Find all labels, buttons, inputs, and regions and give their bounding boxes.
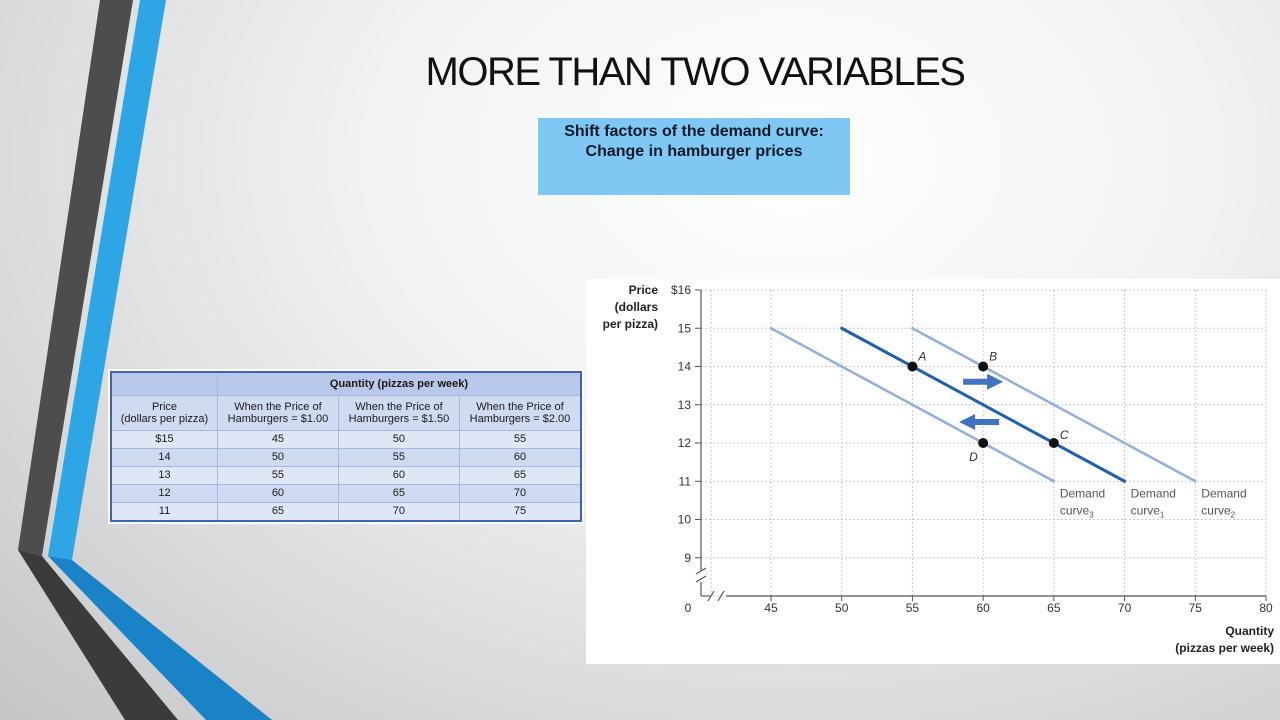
table-cell: 50 — [337, 430, 460, 449]
table-cell: 70 — [458, 483, 582, 503]
table-cell: 55 — [337, 447, 460, 467]
table-cell: 55 — [458, 430, 582, 449]
caption-box: Shift factors of the demand curve: Chang… — [538, 118, 850, 195]
demand-curve3-label-sub: curve3 — [1060, 503, 1094, 519]
column-header: When the Price of Hamburgers = $1.00 — [216, 395, 339, 431]
table-row: 14 50 55 60 — [110, 447, 582, 467]
demand-chart-panel: $16 15 14 13 12 11 10 9 0 45 50 55 60 65 70 75 80 Price (d… — [586, 279, 1280, 664]
table-row: $15 45 50 55 — [110, 430, 582, 449]
table-cell: 50 — [216, 447, 339, 467]
column-header: When the Price of Hamburgers = $1.50 — [337, 395, 460, 431]
y-axis-break — [695, 567, 707, 583]
x-tick-label: 55 — [906, 601, 920, 615]
demand-curve2-label: Demand — [1201, 486, 1246, 500]
x-tick-label: 45 — [764, 601, 778, 615]
point-b — [978, 361, 989, 372]
table-cell: 65 — [337, 483, 460, 503]
x-tick-label: 80 — [1259, 601, 1273, 615]
y-axis-title: (dollars — [615, 300, 659, 314]
y-tick-label: 12 — [678, 436, 692, 450]
table-row: 13 55 60 65 — [110, 465, 582, 485]
table-cell: 70 — [337, 501, 460, 522]
table-cell: 65 — [458, 465, 582, 485]
y-axis-title: Price — [629, 283, 659, 297]
shift-arrow-right — [963, 373, 1004, 390]
slide-title: MORE THAN TWO VARIABLES — [425, 50, 966, 94]
blue-wedge — [48, 556, 272, 720]
table-row: 12 60 65 70 — [110, 483, 582, 503]
x-tick-label: 70 — [1118, 601, 1132, 615]
x-axis-title: (pizzas per week) — [1175, 641, 1274, 655]
demand-curve1-line — [840, 326, 1127, 483]
table-cell: 60 — [337, 465, 460, 485]
table-cell: $15 — [110, 430, 218, 449]
x-tick-label: 0 — [685, 601, 692, 615]
dark-wedge — [18, 550, 178, 720]
table-cell: 45 — [216, 430, 339, 449]
table-cell: 14 — [110, 447, 218, 467]
table-cell: 12 — [110, 483, 218, 503]
blue-stripe — [48, 0, 166, 560]
point-a-label: A — [917, 350, 926, 364]
table-group-header: Quantity (pizzas per week) — [216, 371, 582, 396]
point-d-label: D — [969, 450, 978, 464]
y-tick-label: 15 — [678, 321, 692, 335]
table-cell: 60 — [216, 483, 339, 503]
demand-curve3-label: Demand — [1060, 486, 1105, 500]
shift-arrow-left — [959, 413, 1000, 430]
quantity-table-panel: Quantity (pizzas per week) Price (dollars… — [108, 369, 584, 524]
point-c-label: C — [1060, 428, 1069, 442]
demand-curve2-label-sub: curve2 — [1201, 503, 1235, 519]
y-tick-label: 11 — [679, 474, 692, 488]
demand-curve1-label: Demand — [1131, 486, 1176, 500]
x-tick-label: 75 — [1189, 601, 1203, 615]
table-cell: 11 — [110, 501, 218, 522]
table-cell: 55 — [216, 465, 339, 485]
demand-chart: $16 15 14 13 12 11 10 9 0 45 50 55 60 65 70 75 80 Price (d… — [603, 283, 1275, 655]
x-tick-label: 50 — [835, 601, 849, 615]
table-cell: 65 — [216, 501, 339, 522]
x-axis-title: Quantity — [1225, 624, 1274, 638]
column-header: When the Price of Hamburgers = $2.00 — [458, 395, 582, 431]
x-axis-break — [707, 590, 725, 602]
table-cell: 13 — [110, 465, 218, 485]
point-b-label: B — [989, 350, 997, 364]
table-cell: 75 — [458, 501, 582, 522]
demand-curve3-line — [769, 327, 1056, 483]
column-header: Price (dollars per pizza) — [110, 395, 218, 431]
quantity-table: Quantity (pizzas per week) Price (dollars… — [110, 371, 582, 522]
y-tick-label: $16 — [671, 283, 691, 297]
decorative-stripes — [18, 0, 272, 720]
y-tick-label: 14 — [678, 360, 692, 374]
y-tick-label: 13 — [678, 398, 692, 412]
point-c — [1048, 438, 1059, 448]
point-d — [978, 438, 989, 448]
x-tick-label: 65 — [1047, 601, 1061, 615]
x-tick-label: 60 — [976, 601, 990, 615]
demand-curve1-label-sub: curve1 — [1131, 503, 1165, 519]
y-tick-label: 9 — [684, 551, 691, 565]
dark-stripe — [18, 0, 133, 556]
point-a — [907, 361, 918, 372]
table-corner — [110, 371, 218, 396]
y-axis-title: per pizza) — [603, 317, 658, 331]
table-cell: 60 — [458, 447, 582, 467]
y-tick-label: 10 — [678, 513, 692, 527]
demand-curve2-line — [911, 327, 1197, 483]
table-row: 11 65 70 75 — [110, 501, 582, 522]
